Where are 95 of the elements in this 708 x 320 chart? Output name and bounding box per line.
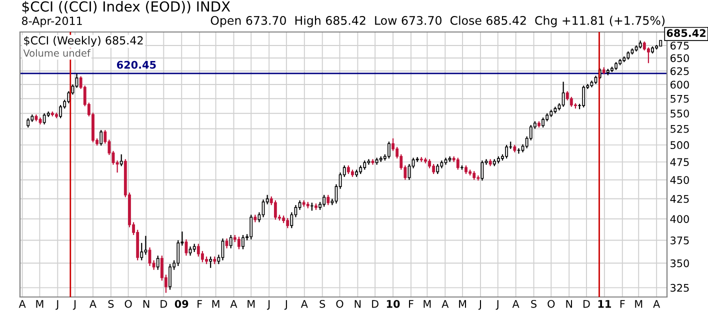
y-tick-label: 400 [670,215,689,223]
x-tick-label: O [124,300,132,308]
x-tick-label: O [548,300,555,308]
candlestick [120,154,123,167]
x-tick-label: F [620,300,625,308]
x-tick-label: M [248,300,255,308]
candlestick [388,141,390,160]
annotation: $CCI (Weekly) 685.42 [24,36,143,47]
candlestick [250,214,253,240]
x-tick-label: N [354,300,361,308]
candlestick [326,194,330,206]
candlestick [200,250,204,263]
x-tick-label: 10 [386,300,400,308]
x-tick-label: F [409,300,414,308]
candlestick [237,236,240,250]
x-tick-label: M [424,300,431,308]
x-tick-label: M [459,300,466,308]
x-tick-label: M [36,300,44,308]
y-tick-label: 450 [670,176,689,184]
x-tick-label: A [90,300,96,308]
x-tick-label: D [372,300,378,308]
y-tick-label: 375 [670,236,689,244]
text: 8-Apr-2011 [22,16,82,28]
candlestick [286,217,290,229]
candlestick [184,238,188,256]
x-tick-label: J [266,300,270,310]
x-tick-label: A [653,300,660,308]
annotation: 685.42 [666,29,706,37]
candlestick [436,163,440,175]
candlestick [59,104,62,119]
candlestick [570,96,573,108]
candlestick [176,240,180,267]
x-tick-label: 09 [174,300,188,308]
y-tick-label: 475 [670,158,689,166]
y-tick-label: 600 [670,80,689,89]
chart-title: $CCI ((CCI) Index (EOD)) INDX [22,0,230,14]
candlestick [505,144,508,160]
x-tick-label: J [284,300,287,310]
x-tick-label: A [512,300,520,308]
candlestick [542,117,545,128]
x-tick-label: J [56,300,58,310]
x-tick-label: A [442,300,449,308]
x-tick-label: M [212,300,220,308]
x-tick-label: 11 [598,300,611,308]
ref-line-label: 620.45 [116,60,156,69]
x-tick-label: M [635,300,642,308]
annotation: Volume undef [23,49,91,57]
text: Open 673.70 High 685.42 Low 673.70 Close 685.42 Chg +11.81 (+1.75%) [210,16,665,28]
x-tick-label: J [72,300,76,310]
candlestick [26,118,30,128]
x-tick-label: A [300,300,308,308]
candlestick [582,85,586,108]
x-tick-label: J [478,300,481,310]
candlestick [168,264,172,290]
y-tick-label: 575 [670,94,689,103]
candlestick [274,200,277,220]
x-tick-label: J [496,300,498,310]
candlestick [428,158,431,169]
candlestick [188,246,192,256]
y-tick-label: 325 [670,284,689,292]
candlestick [229,234,232,249]
x-tick-label: D [160,300,168,308]
y-tick-label: 625 [670,67,689,76]
x-tick-label: S [108,300,114,308]
x-tick-label: N [566,300,572,308]
y-tick-label: 550 [670,110,689,118]
candlestick [42,112,46,125]
candlestick [562,81,565,108]
candlestick [140,242,144,261]
candlestick [209,256,212,268]
y-tick-label: 500 [670,141,689,150]
candlestick [100,129,103,146]
candlestick [456,157,460,170]
x-tick-label: A [230,300,238,308]
x-tick-label: O [336,300,344,308]
x-tick-label: A [18,300,26,308]
candlestick [156,255,160,270]
candlestick [144,235,148,256]
x-tick-label: N [143,300,150,308]
y-tick-label: 425 [670,195,689,203]
candlestick [432,163,436,175]
candlestick [647,46,650,64]
y-tick-label: 650 [670,54,689,62]
candlestick [322,194,326,208]
candlestick [363,160,366,170]
y-tick-label: 525 [670,124,689,133]
y-tick-label: 675 [670,42,689,50]
candlestick [225,238,228,249]
y-tick-label: 350 [670,259,689,268]
x-tick-label: D [584,300,590,308]
x-tick-label: F [198,300,202,308]
x-tick-label: S [320,300,326,308]
x-tick-label: S [531,300,537,308]
candlestick [242,234,244,250]
candlestick [196,243,200,258]
